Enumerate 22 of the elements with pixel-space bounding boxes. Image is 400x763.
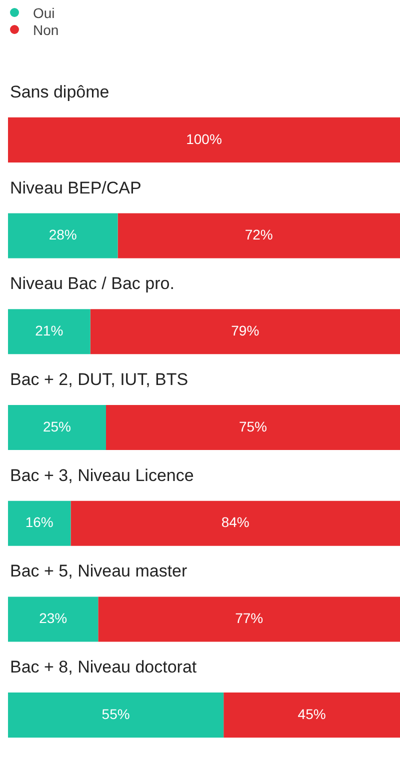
data-label: 21% (35, 322, 64, 338)
legend-label: Oui (33, 4, 55, 20)
data-label: 72% (244, 226, 273, 243)
y-tick-label: Niveau Bac / Bac pro. (10, 274, 174, 294)
data-label: 100% (186, 130, 222, 147)
y-tick-label: Sans dipôme (10, 82, 110, 102)
data-label: 84% (221, 514, 250, 530)
y-tick-label: Bac + 2, DUT, IUT, BTS (10, 370, 188, 389)
data-label: 23% (39, 610, 68, 626)
data-label: 45% (298, 706, 326, 722)
data-label: 16% (25, 514, 54, 530)
legend-label: Non (33, 22, 59, 38)
data-label: 77% (235, 610, 264, 626)
data-label: 79% (231, 322, 260, 338)
y-tick-label: Bac + 5, Niveau master (10, 562, 188, 581)
data-label: 55% (102, 706, 130, 722)
data-label: 75% (238, 418, 268, 434)
y-tick-label: Bac + 8, Niveau doctorat (10, 658, 197, 677)
data-label: 25% (42, 418, 72, 434)
y-tick-label: Niveau BEP/CAP (10, 178, 142, 198)
data-label: 28% (48, 226, 77, 243)
y-tick-label: Bac + 3, Niveau Licence (10, 466, 194, 485)
